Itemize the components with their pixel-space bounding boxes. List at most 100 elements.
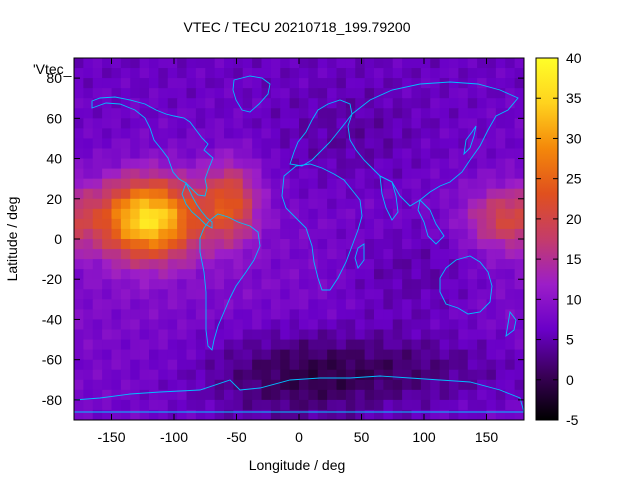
heatmap-cell [224, 88, 234, 99]
heatmap-cell [177, 108, 188, 119]
heatmap-cell [214, 68, 225, 79]
heatmap-cell [430, 98, 441, 109]
heatmap-cell [383, 329, 394, 341]
heatmap-cell [205, 359, 216, 371]
heatmap-cell [83, 158, 94, 170]
heatmap-cell [345, 58, 356, 69]
heatmap-cell [289, 118, 300, 129]
heatmap-cell [364, 309, 375, 321]
heatmap-cell [420, 389, 431, 401]
heatmap-cell [486, 228, 497, 240]
heatmap-cell [299, 289, 309, 300]
heatmap-cell [439, 319, 450, 331]
heatmap-cell [505, 198, 516, 210]
heatmap-cell [383, 68, 394, 79]
coast-antarctica [74, 375, 524, 413]
heatmap-cell [345, 339, 356, 351]
y-tick-label: 40 [46, 151, 62, 167]
heatmap-cell [167, 78, 178, 89]
heatmap-cell [345, 108, 356, 119]
heatmap-cell [139, 188, 150, 200]
heatmap-cell [149, 259, 159, 270]
heatmap-cell [252, 399, 263, 411]
heatmap-cell [345, 259, 356, 270]
heatmap-cell [345, 198, 356, 210]
heatmap-cell [467, 249, 478, 260]
heatmap-cell [158, 98, 169, 109]
heatmap-cell [392, 228, 403, 240]
heatmap-cell [252, 319, 263, 331]
heatmap-cell [289, 198, 300, 210]
heatmap-cell [92, 58, 103, 69]
heatmap-cell [402, 269, 413, 280]
heatmap-cell [439, 409, 450, 420]
heatmap-cell [233, 208, 244, 220]
heatmap-cell [280, 208, 291, 220]
heatmap-cell [120, 198, 131, 210]
heatmap-cell [270, 239, 281, 250]
heatmap-cell [74, 218, 84, 230]
heatmap-cell [477, 178, 488, 190]
heatmap-cell [336, 118, 347, 129]
heatmap-cell [505, 188, 516, 200]
heatmap-cell [186, 309, 197, 321]
heatmap-cell [439, 118, 450, 129]
heatmap-cell [120, 259, 131, 270]
heatmap-cell [83, 279, 94, 290]
heatmap-cell [299, 128, 309, 140]
heatmap-cell [242, 98, 253, 109]
heatmap-cell [74, 108, 84, 119]
heatmap-cell [420, 68, 431, 79]
heatmap-cell [430, 289, 441, 300]
heatmap-cell [336, 218, 347, 230]
heatmap-cell [317, 249, 328, 260]
heatmap-cell [214, 399, 225, 411]
heatmap-cell [411, 98, 422, 109]
heatmap-cell [355, 108, 366, 119]
heatmap-cell [261, 98, 272, 109]
heatmap-cell [514, 249, 524, 260]
heatmap-cell [252, 98, 263, 109]
heatmap-cell [92, 178, 103, 190]
heatmap-cell [336, 269, 347, 280]
coast-africa [281, 163, 363, 291]
heatmap-cell [224, 128, 234, 140]
heatmap-cell [364, 218, 375, 230]
heatmap-cell [242, 218, 253, 230]
heatmap-cell [102, 148, 113, 160]
heatmap-cell [289, 239, 300, 250]
heatmap-cell [233, 309, 244, 321]
heatmap-cell [270, 68, 281, 79]
heatmap-cell [355, 339, 366, 351]
colorbar-tick-label: 40 [566, 50, 582, 66]
heatmap-cell [280, 339, 291, 351]
heatmap-cell [486, 299, 497, 310]
heatmap-cell [336, 319, 347, 331]
heatmap-cell [139, 118, 150, 129]
heatmap-cell [102, 108, 113, 119]
heatmap-cell [467, 409, 478, 420]
heatmap-cell [130, 138, 141, 150]
heatmap-cell [383, 249, 394, 260]
heatmap-cell [205, 128, 216, 140]
heatmap-cell [420, 259, 431, 270]
heatmap-cell [355, 218, 366, 230]
heatmap-cell [261, 389, 272, 401]
heatmap-cell [364, 208, 375, 220]
heatmap-cell [383, 118, 394, 129]
heatmap-cell [224, 188, 234, 200]
heatmap-cell [130, 339, 141, 351]
heatmap-cell [242, 168, 253, 180]
heatmap-cell [224, 138, 234, 150]
heatmap-cell [383, 239, 394, 250]
heatmap-cell [139, 329, 150, 341]
heatmap-cell [355, 309, 366, 321]
heatmap-cell [458, 299, 469, 310]
heatmap-cell [177, 309, 188, 321]
heatmap-cell [186, 198, 197, 210]
heatmap-cell [505, 349, 516, 361]
heatmap-cell [120, 379, 131, 391]
heatmap-cell [317, 379, 328, 391]
heatmap-cell [355, 289, 366, 300]
heatmap-cell [374, 108, 384, 119]
